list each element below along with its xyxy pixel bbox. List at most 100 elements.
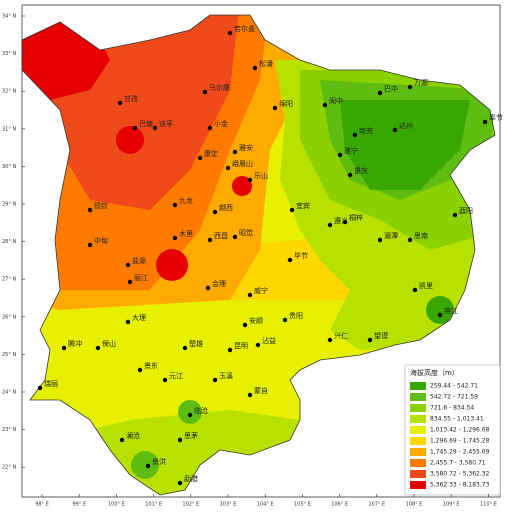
city-label: 木里 [179, 229, 193, 238]
city-label: 元江 [169, 372, 183, 380]
city-dot [172, 202, 178, 208]
city-label: 奉节 [489, 113, 503, 122]
city-label: 安顺 [249, 316, 263, 325]
legend-label: 5,362.33 - 8,183.73 [430, 482, 490, 489]
city-label: 峨眉山 [232, 159, 253, 168]
city-label: 达州 [399, 121, 413, 130]
legend-swatch [410, 415, 426, 423]
city-dot [347, 172, 353, 178]
legend-label: 3,580.72 - 5,362.32 [430, 471, 490, 478]
city-label: 丽江 [134, 274, 148, 282]
legend-title: 海拔高度（m） [410, 368, 459, 377]
legend-label: 1,013.42 - 1,296.68 [430, 427, 490, 434]
city-label: 雅安 [239, 143, 253, 152]
city-dot [205, 285, 211, 291]
lon-tick-label: 105° E [294, 502, 311, 508]
city-label: 临沧 [194, 406, 208, 415]
city-label: 中甸 [94, 236, 108, 245]
city-dot [212, 209, 218, 215]
city-label: 沾益 [262, 336, 276, 345]
city-label: 巴塘 [139, 119, 153, 128]
city-label: 昭觉 [239, 228, 253, 237]
city-label: 蒙自 [254, 386, 268, 395]
city-dot [37, 385, 43, 391]
city-label: 昆明 [234, 342, 248, 350]
city-dot [197, 155, 203, 161]
lon-tick-label: 104° E [257, 502, 274, 508]
city-label: 凯里 [419, 281, 433, 290]
city-label: 湄潭 [384, 231, 398, 240]
city-label: 越西 [219, 203, 233, 212]
legend-label: 721.6 - 834.54 [430, 405, 474, 412]
city-dot [202, 89, 208, 95]
city-dot [227, 30, 233, 36]
lon-tick-label: 102° E [182, 502, 199, 508]
lon-tick-label: 109° E [443, 502, 460, 508]
city-dot [87, 242, 93, 248]
city-label: 兴仁 [334, 331, 348, 340]
lon-tick-label: 108° E [406, 502, 423, 508]
city-label: 康定 [204, 149, 218, 158]
city-label: 小金 [214, 119, 228, 128]
city-label: 景东 [144, 361, 158, 370]
city-label: 酉阳 [459, 206, 473, 215]
city-label: 大理 [132, 313, 146, 322]
legend-swatch [410, 426, 426, 434]
city-label: 贵阳 [289, 311, 303, 320]
lon-tick-label: 98° E [35, 502, 49, 508]
city-dot [227, 347, 233, 353]
legend-swatch [410, 393, 426, 401]
city-label: 西昌 [214, 232, 228, 240]
city-label: 景洪 [152, 457, 166, 466]
city-dot [232, 234, 238, 240]
city-label: 阆中 [329, 96, 343, 105]
city-dot [247, 392, 253, 398]
city-dot [207, 237, 213, 243]
city-label: 望谟 [374, 331, 388, 340]
city-dot [327, 222, 333, 228]
city-label: 毕节 [294, 251, 308, 260]
legend-label: 542.72 - 721.59 [430, 394, 478, 401]
lat-tick-label: 25° N [2, 352, 16, 358]
city-label: 松潘 [259, 59, 273, 68]
legend-swatch [410, 470, 426, 478]
city-dot [255, 342, 261, 348]
city-dot [327, 337, 333, 343]
city-dot [252, 65, 258, 71]
legend-label: 1,296.69 - 1,745.28 [430, 438, 490, 445]
city-dot [377, 90, 383, 96]
city-label: 盐源 [132, 256, 146, 265]
city-label: 遂宁 [344, 146, 358, 155]
city-label: 九龙 [179, 196, 193, 205]
city-label: 绵阳 [279, 99, 293, 108]
lat-tick-label: 26° N [2, 314, 16, 320]
lat-tick-label: 32° N [2, 89, 16, 95]
city-dot [367, 337, 373, 343]
city-label: 道孚 [159, 119, 173, 128]
city-dot [207, 125, 213, 131]
city-dot [407, 84, 413, 90]
city-label: 楚雄 [189, 339, 203, 348]
city-dot [95, 345, 101, 351]
city-dot [322, 102, 328, 108]
city-dot [282, 317, 288, 323]
city-label: 思茅 [184, 431, 198, 440]
city-label: 思南 [414, 231, 428, 240]
city-dot [247, 177, 253, 183]
legend: 海拔高度（m） 259.44 - 542.71 542.72 - 721.59 721… [404, 364, 501, 496]
lat-tick-label: 30° N [2, 164, 16, 170]
city-label: 巴中 [384, 84, 398, 93]
lon-tick-label: 106° E [331, 502, 348, 508]
city-dot [187, 412, 193, 418]
city-label: 南充 [359, 126, 373, 135]
city-dot [437, 312, 443, 318]
lon-tick-label: 103° E [220, 502, 237, 508]
lon-tick-label: 99° E [72, 502, 86, 508]
city-dot [287, 257, 293, 263]
city-dot [225, 165, 231, 171]
city-dot [162, 377, 168, 383]
city-label: 勐腊 [184, 474, 198, 483]
city-dot [232, 149, 238, 155]
